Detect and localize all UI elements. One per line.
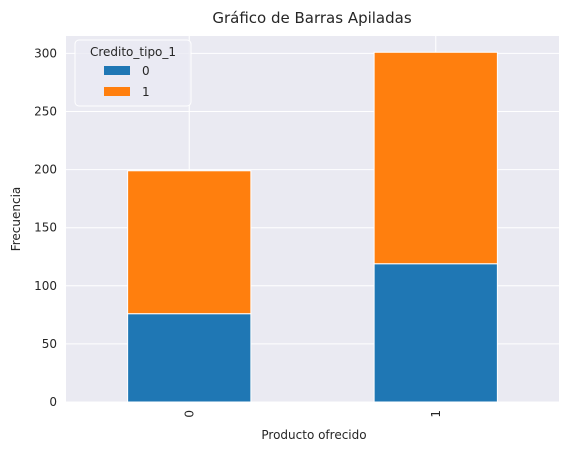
bars [127,51,498,403]
legend-swatch [104,87,130,96]
bar-category-0-series-0 [127,313,252,403]
x-tick-label: 0 [182,410,196,418]
y-axis-label: Frecuencia [9,187,23,252]
legend: Credito_tipo_1 01 [74,39,192,107]
legend-entry-label: 0 [142,64,150,78]
y-tick-label: 50 [42,337,57,351]
y-tick-label: 100 [34,279,57,293]
chart-title: Gráfico de Barras Apiladas [212,9,411,27]
legend-swatch [104,66,130,75]
y-tick-label: 200 [34,163,57,177]
legend-entry-label: 1 [142,85,150,99]
y-tick-labels: 0 50 100 150 200 250 300 [34,46,57,409]
bar-category-0-series-1 [127,170,252,315]
y-tick-label: 250 [34,105,57,119]
legend-entries: 01 [104,64,150,99]
y-tick-label: 300 [34,46,57,60]
x-axis-label: Producto ofrecido [261,428,366,442]
bar-category-1-series-0 [373,263,498,403]
x-tick-label: 1 [429,410,443,418]
y-tick-label: 0 [49,395,57,409]
y-tick-label: 150 [34,221,57,235]
legend-title: Credito_tipo_1 [90,45,176,59]
bar-category-1-series-1 [373,51,498,265]
